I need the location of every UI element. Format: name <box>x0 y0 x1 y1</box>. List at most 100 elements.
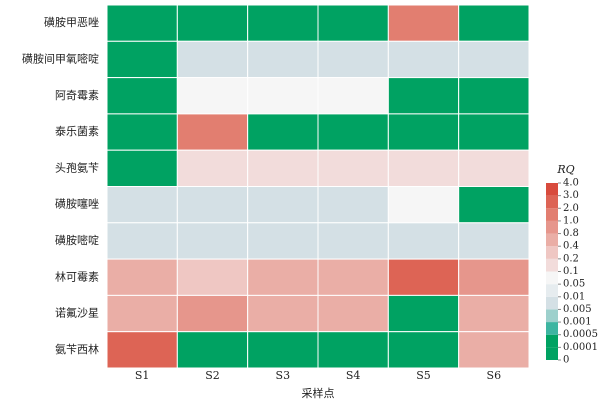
colorbar-tick-label: 0.4 <box>563 241 579 252</box>
colorbar-segment <box>546 220 558 234</box>
heatmap-cell <box>247 331 319 369</box>
heatmap-cell <box>317 113 389 151</box>
colorbar-tick-label: 4.0 <box>563 178 579 189</box>
heatmap-cell <box>176 113 249 151</box>
colorbar-tick-label: 0.2 <box>563 253 579 264</box>
heatmap-cell <box>106 222 178 260</box>
heatmap-cell <box>317 186 389 224</box>
colorbar-segment <box>546 246 558 259</box>
heatmap-cell <box>458 113 530 151</box>
heatmap-cell <box>387 40 460 79</box>
colorbar-tick-label: 0.8 <box>563 228 579 239</box>
heatmap-cell <box>458 258 530 296</box>
colorbar-segment <box>546 195 558 209</box>
colorbar-segment <box>546 208 558 221</box>
heatmap-cell <box>247 4 319 42</box>
x-axis-title: 采样点 <box>302 386 335 400</box>
y-tick-label: 泰乐菌素 <box>55 124 99 138</box>
heatmap-cell <box>387 77 460 115</box>
x-tick-label: S1 <box>135 369 150 382</box>
colorbar-segment <box>546 296 558 310</box>
heatmap-cell <box>458 149 530 187</box>
heatmap-cell <box>106 40 178 79</box>
heatmap-cell <box>247 113 319 151</box>
heatmap-cell <box>458 186 530 224</box>
heatmap-cell <box>247 77 319 115</box>
y-tick-label: 诺氟沙星 <box>55 307 99 320</box>
heatmap-cell <box>387 4 460 42</box>
heatmap-cell <box>106 294 178 333</box>
colorbar-tick-label: 0.0005 <box>563 329 598 340</box>
heatmap-cell <box>176 149 249 187</box>
x-tick-label: S4 <box>346 369 361 382</box>
heatmap-cell <box>317 149 389 187</box>
colorbar-tick-label: 1.0 <box>563 215 579 226</box>
heatmap-cell <box>317 294 389 333</box>
heatmap-cell <box>317 258 389 296</box>
heatmap-cell <box>247 222 319 260</box>
colorbar-tick-label: 0.01 <box>563 291 585 302</box>
heatmap-cell <box>106 77 178 115</box>
heatmap-cell <box>176 186 249 224</box>
colorbar-segment <box>546 284 558 297</box>
colorbar-segment <box>546 322 558 335</box>
heatmap-cell <box>176 222 249 260</box>
colorbar-segment <box>546 347 558 360</box>
heatmap-cell <box>247 186 319 224</box>
y-tick-label: 氨苄西林 <box>55 342 99 356</box>
colorbar-segment <box>546 271 558 285</box>
y-tick-label: 磺胺嘧啶 <box>55 233 99 247</box>
colorbar-segment <box>546 258 558 272</box>
heatmap-cell <box>317 331 389 369</box>
colorbar-segment <box>546 183 558 196</box>
heatmap-cell <box>387 331 460 369</box>
colorbar-segment <box>546 334 558 348</box>
colorbar-tick-label: 0.001 <box>563 317 592 328</box>
y-tick-label: 阿奇霉素 <box>55 89 99 102</box>
heatmap-cell <box>387 113 460 151</box>
x-tick-label: S2 <box>205 369 220 382</box>
y-tick-label: 磺胺甲恶唑 <box>44 15 99 29</box>
heatmap-cell <box>387 258 460 296</box>
heatmap-cell <box>317 40 389 79</box>
y-tick-label: 林可霉素 <box>55 269 99 283</box>
y-tick-label: 磺胺间甲氧嘧啶 <box>22 51 99 65</box>
heatmap-cell <box>176 77 249 115</box>
colorbar-tick-label: 0.1 <box>563 266 579 277</box>
x-tick-label: S3 <box>276 369 291 382</box>
heatmap-cell <box>317 222 389 260</box>
colorbar-title: RQ <box>556 163 574 176</box>
heatmap-cell <box>387 294 460 333</box>
heatmap-cell <box>106 258 178 296</box>
colorbar-tick-label: 0.05 <box>563 279 585 290</box>
heatmap-cell <box>458 331 530 369</box>
heatmap-cell <box>247 258 319 296</box>
heatmap-cell <box>106 113 178 151</box>
colorbar-tick-label: 0 <box>563 355 569 366</box>
heatmap-cell <box>176 331 249 369</box>
heatmap-cell <box>106 186 178 224</box>
heatmap-cell <box>247 40 319 79</box>
heatmap-cell <box>106 149 178 187</box>
heatmap-cell <box>458 40 530 79</box>
heatmap-cell <box>106 4 178 42</box>
colorbar-tick-label: 2.0 <box>563 203 579 214</box>
x-tick-label: S5 <box>416 369 431 382</box>
x-tick-label: S6 <box>487 369 502 382</box>
heatmap-cell <box>176 40 249 79</box>
heatmap-cell <box>387 222 460 260</box>
heatmap-cell <box>458 222 530 260</box>
heatmap-cell <box>176 258 249 296</box>
colorbar-tick-label: 0.0001 <box>563 342 598 353</box>
colorbar-segment <box>546 233 558 247</box>
colorbar-tick-label: 0.005 <box>563 304 592 315</box>
colorbar-tick-label: 3.0 <box>563 190 579 201</box>
heatmap-cell <box>106 331 178 369</box>
heatmap-cell <box>458 294 530 333</box>
heatmap-cell <box>317 4 389 42</box>
heatmap-cell <box>247 149 319 187</box>
heatmap-cell <box>247 294 319 333</box>
heatmap-cell <box>387 186 460 224</box>
